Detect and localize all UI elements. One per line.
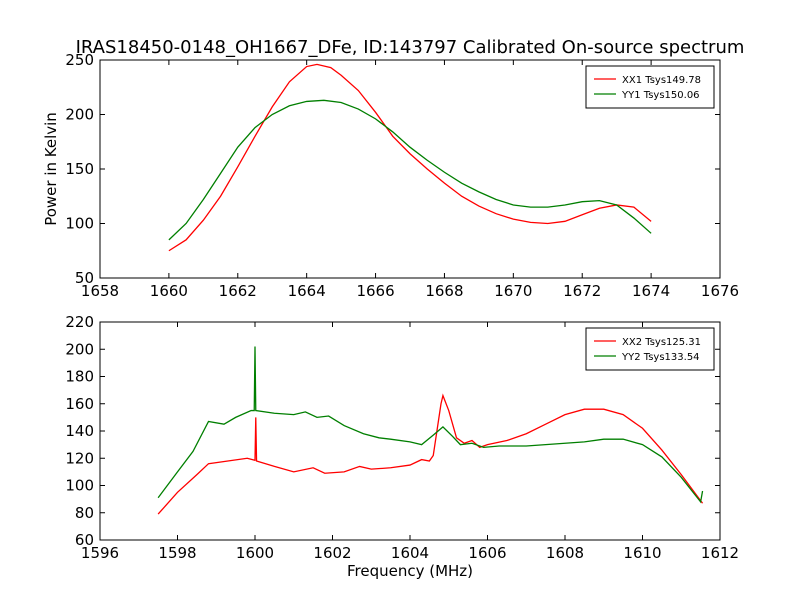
y-tick-label: 100 [65,477,94,495]
x-tick-label: 1658 [81,282,119,300]
x-tick-label: 1664 [288,282,326,300]
legend-label: YY1 Tsys150.06 [621,90,700,101]
y-axis-label: Power in Kelvin [42,112,60,226]
legend-label: YY2 Tsys133.54 [621,352,700,363]
y-tick-label: 80 [75,504,94,522]
legend: XX2 Tsys125.31 YY2 Tsys133.54 [585,327,715,371]
chart-title: IRAS18450-0148_OH1667_DFe, ID:143797 Cal… [76,37,745,58]
x-tick-label: 1662 [219,282,257,300]
series-line-xx1 [168,63,652,252]
legend-label: XX2 Tsys125.31 [622,337,701,348]
x-tick-label: 1660 [150,282,188,300]
x-axis-label: Frequency (MHz) [347,562,473,580]
x-tick-label: 1604 [391,544,429,562]
series-line-xx2 [157,393,704,515]
x-tick-label: 1608 [546,544,584,562]
x-tick-label: 1596 [81,544,119,562]
legend: XX1 Tsys149.78 YY1 Tsys150.06 [585,65,715,109]
y-tick-label: 150 [65,160,94,178]
top-plot: 1658 1660 1662 1664 1666 1668 1670 1672 1674 1676… [42,51,739,300]
x-tick-label: 1610 [623,544,661,562]
series-lines [168,63,652,252]
x-tick-label: 1670 [494,282,532,300]
series-line-yy1 [168,99,652,241]
y-tick-label: 220 [65,313,94,331]
y-tick-label: 200 [65,106,94,124]
legend-label: XX1 Tsys149.78 [622,75,701,86]
y-tick-label: 180 [65,368,94,386]
y-tick-label: 100 [65,215,94,233]
y-tick-label: 250 [65,51,94,69]
x-tick-label: 1674 [632,282,670,300]
x-tick-label: 1606 [468,544,506,562]
y-tick-label: 60 [75,531,94,549]
x-tick-label: 1672 [563,282,601,300]
x-tick-label: 1668 [425,282,463,300]
y-tick-label: 160 [65,395,94,413]
y-tick-label: 200 [65,340,94,358]
legend-box [585,65,715,109]
y-tick-label: 140 [65,422,94,440]
x-tick-label: 1598 [158,544,196,562]
series-lines [157,346,704,515]
series-line-yy2 [157,346,704,504]
legend-box [585,327,715,371]
x-tick-label: 1612 [701,544,739,562]
x-tick-label: 1600 [236,544,274,562]
y-tick-label: 50 [75,269,94,287]
x-tick-label: 1666 [356,282,394,300]
bottom-plot: 1596 1598 1600 1602 1604 1606 1608 1610 1612 60 80… [65,313,739,580]
x-tick-label: 1676 [701,282,739,300]
y-tick-label: 120 [65,449,94,467]
x-tick-label: 1602 [313,544,351,562]
